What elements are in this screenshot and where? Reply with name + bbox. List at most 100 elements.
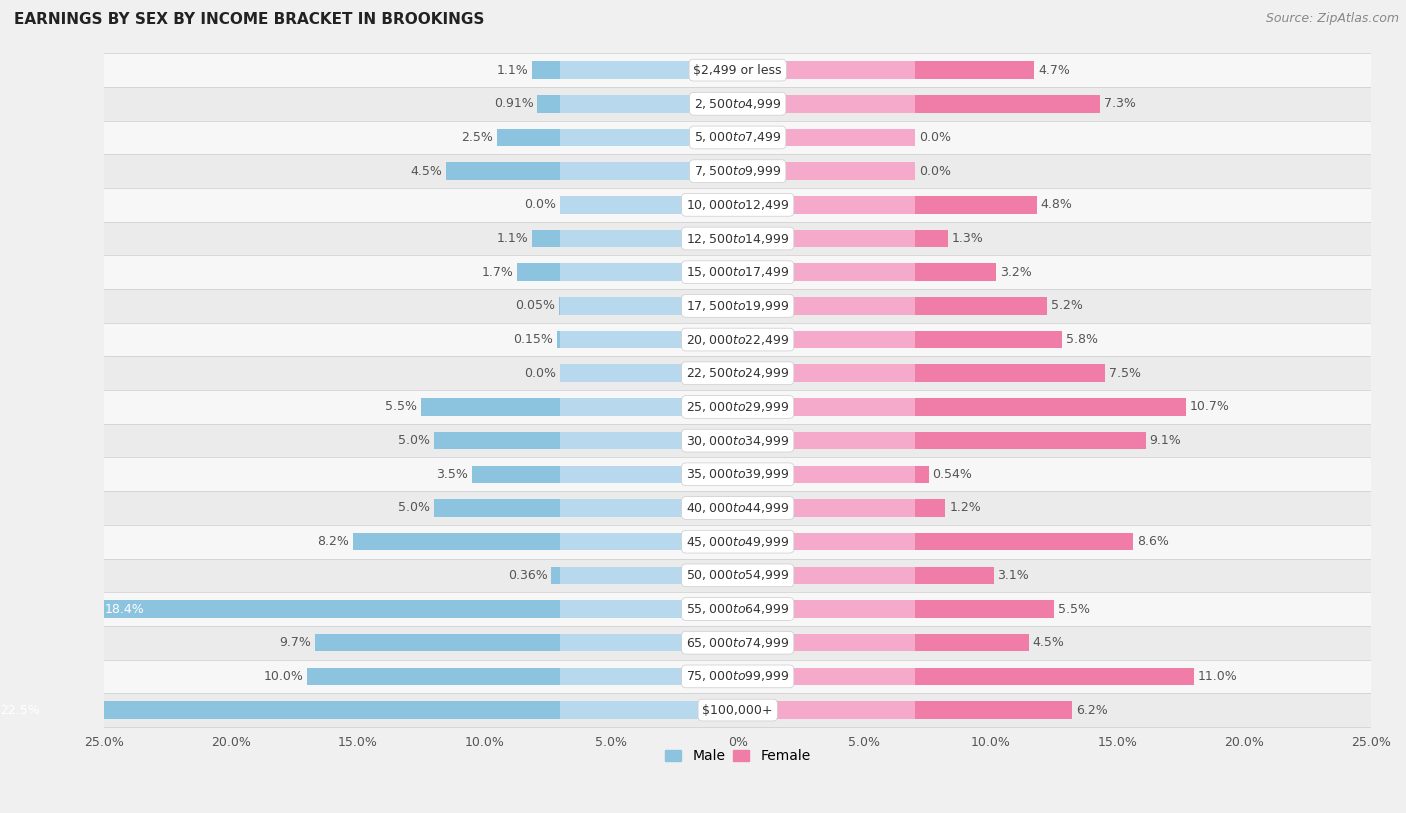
Bar xyxy=(91,693,1384,727)
Bar xyxy=(738,398,915,415)
Bar xyxy=(0,702,561,719)
Bar xyxy=(517,263,561,281)
Bar xyxy=(738,230,915,247)
Bar xyxy=(738,263,915,281)
Bar xyxy=(561,466,738,483)
Bar xyxy=(738,634,915,651)
Text: 5.5%: 5.5% xyxy=(385,401,418,414)
Text: $35,000 to $39,999: $35,000 to $39,999 xyxy=(686,467,789,481)
Bar xyxy=(561,196,738,214)
Text: 9.7%: 9.7% xyxy=(278,637,311,650)
Text: $15,000 to $17,499: $15,000 to $17,499 xyxy=(686,265,789,279)
Bar xyxy=(915,702,1073,719)
Bar xyxy=(91,289,1384,323)
Bar xyxy=(915,499,945,517)
Bar xyxy=(738,331,915,348)
Bar xyxy=(91,188,1384,222)
Bar xyxy=(561,702,738,719)
Text: 5.2%: 5.2% xyxy=(1050,299,1083,312)
Bar xyxy=(433,432,561,450)
Text: 0.15%: 0.15% xyxy=(513,333,553,346)
Bar xyxy=(561,432,738,450)
Bar xyxy=(471,466,561,483)
Text: 0.54%: 0.54% xyxy=(932,467,973,480)
Bar xyxy=(738,163,915,180)
Text: 4.8%: 4.8% xyxy=(1040,198,1073,211)
Bar xyxy=(738,466,915,483)
Bar xyxy=(915,398,1187,415)
Text: 4.5%: 4.5% xyxy=(411,165,443,178)
Text: $45,000 to $49,999: $45,000 to $49,999 xyxy=(686,535,789,549)
Text: 10.7%: 10.7% xyxy=(1189,401,1230,414)
Bar xyxy=(91,659,1384,693)
Bar xyxy=(738,432,915,450)
Bar xyxy=(91,390,1384,424)
Text: 0.05%: 0.05% xyxy=(516,299,555,312)
Text: Source: ZipAtlas.com: Source: ZipAtlas.com xyxy=(1265,12,1399,25)
Text: $65,000 to $74,999: $65,000 to $74,999 xyxy=(686,636,789,650)
Bar xyxy=(738,533,915,550)
Bar xyxy=(561,95,738,112)
Bar xyxy=(91,626,1384,659)
Text: 8.6%: 8.6% xyxy=(1136,535,1168,548)
Text: 0.0%: 0.0% xyxy=(524,367,557,380)
Bar xyxy=(561,230,738,247)
Bar xyxy=(537,95,561,112)
Text: $5,000 to $7,499: $5,000 to $7,499 xyxy=(695,130,782,145)
Bar xyxy=(91,87,1384,120)
Bar xyxy=(315,634,561,651)
Text: $30,000 to $34,999: $30,000 to $34,999 xyxy=(686,433,789,448)
Bar xyxy=(915,364,1105,382)
Text: $2,499 or less: $2,499 or less xyxy=(693,63,782,76)
Text: 1.7%: 1.7% xyxy=(482,266,513,279)
Bar xyxy=(915,634,1029,651)
Bar xyxy=(533,61,561,79)
Bar xyxy=(94,600,561,618)
Text: 5.5%: 5.5% xyxy=(1059,602,1090,615)
Bar xyxy=(91,458,1384,491)
Text: 3.1%: 3.1% xyxy=(997,569,1029,582)
Text: 2.5%: 2.5% xyxy=(461,131,494,144)
Text: $40,000 to $44,999: $40,000 to $44,999 xyxy=(686,501,789,515)
Bar xyxy=(915,263,995,281)
Bar xyxy=(738,702,915,719)
Text: 0.91%: 0.91% xyxy=(494,98,533,111)
Text: 18.4%: 18.4% xyxy=(104,602,143,615)
Bar xyxy=(738,667,915,685)
Bar xyxy=(557,331,561,348)
Bar xyxy=(738,364,915,382)
Text: $55,000 to $64,999: $55,000 to $64,999 xyxy=(686,602,789,616)
Bar xyxy=(915,667,1194,685)
Legend: Male, Female: Male, Female xyxy=(659,744,815,769)
Bar xyxy=(91,222,1384,255)
Text: 6.2%: 6.2% xyxy=(1076,703,1108,716)
Text: 3.5%: 3.5% xyxy=(436,467,468,480)
Bar xyxy=(915,567,994,584)
Bar xyxy=(561,61,738,79)
Bar xyxy=(738,600,915,618)
Bar xyxy=(915,533,1133,550)
Bar xyxy=(353,533,561,550)
Text: 8.2%: 8.2% xyxy=(316,535,349,548)
Text: $2,500 to $4,999: $2,500 to $4,999 xyxy=(695,97,782,111)
Bar xyxy=(91,323,1384,356)
Text: $12,500 to $14,999: $12,500 to $14,999 xyxy=(686,232,789,246)
Text: $25,000 to $29,999: $25,000 to $29,999 xyxy=(686,400,789,414)
Bar xyxy=(915,331,1062,348)
Bar xyxy=(533,230,561,247)
Text: 1.1%: 1.1% xyxy=(496,63,529,76)
Text: $17,500 to $19,999: $17,500 to $19,999 xyxy=(686,299,789,313)
Bar xyxy=(561,499,738,517)
Text: EARNINGS BY SEX BY INCOME BRACKET IN BROOKINGS: EARNINGS BY SEX BY INCOME BRACKET IN BRO… xyxy=(14,12,485,27)
Bar xyxy=(446,163,561,180)
Text: 9.1%: 9.1% xyxy=(1149,434,1181,447)
Bar xyxy=(561,600,738,618)
Bar xyxy=(561,331,738,348)
Bar xyxy=(91,154,1384,188)
Text: $50,000 to $54,999: $50,000 to $54,999 xyxy=(686,568,789,582)
Bar xyxy=(738,297,915,315)
Bar xyxy=(498,128,561,146)
Text: 4.7%: 4.7% xyxy=(1038,63,1070,76)
Bar xyxy=(91,120,1384,154)
Bar xyxy=(738,61,915,79)
